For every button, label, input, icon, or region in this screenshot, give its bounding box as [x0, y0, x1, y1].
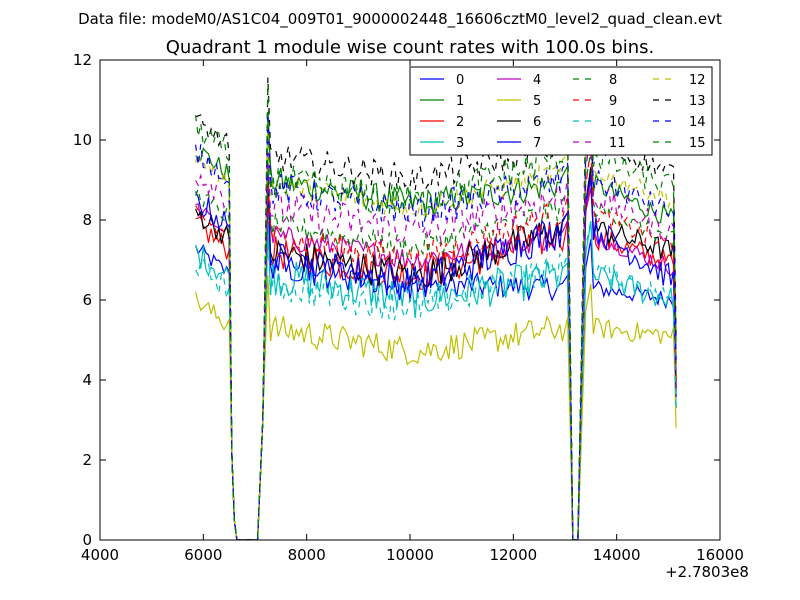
series-lines	[195, 69, 677, 540]
legend-label-13: 13	[689, 94, 706, 109]
legend-label-15: 15	[689, 136, 706, 151]
series-line-9	[195, 147, 677, 540]
x-tick-label: 6000	[184, 546, 222, 564]
series-line-7	[195, 162, 677, 540]
chart-title: Quadrant 1 module wise count rates with …	[166, 37, 655, 58]
legend-label-1: 1	[456, 94, 464, 109]
series-line-6	[195, 167, 677, 540]
x-offset-label: +2.7803e8	[665, 563, 749, 581]
legend-label-3: 3	[456, 136, 464, 151]
legend-label-0: 0	[456, 73, 464, 88]
y-tick-label: 0	[82, 531, 92, 549]
series-line-8	[195, 152, 677, 540]
x-tick-label: 14000	[593, 546, 641, 564]
suptitle: Data file: modeM0/AS1C04_009T01_90000024…	[78, 10, 722, 29]
x-tick-label: 10000	[386, 546, 434, 564]
x-tick-label: 12000	[489, 546, 537, 564]
legend-label-10: 10	[609, 115, 626, 130]
x-tick-label: 16000	[696, 546, 744, 564]
y-tick-label: 6	[82, 291, 92, 309]
y-tick-label: 12	[73, 51, 92, 69]
series-line-14	[195, 112, 677, 540]
series-line-15	[195, 83, 677, 540]
y-tick-label: 8	[82, 211, 92, 229]
series-line-12	[195, 106, 677, 540]
legend-label-2: 2	[456, 115, 464, 130]
legend-label-7: 7	[533, 136, 541, 151]
series-line-5	[195, 275, 677, 540]
axes	[99, 59, 721, 541]
legend-label-6: 6	[533, 115, 541, 130]
legend-label-5: 5	[533, 94, 541, 109]
x-tick-label: 4000	[81, 546, 119, 564]
legend-label-14: 14	[689, 115, 706, 130]
legend-label-12: 12	[689, 73, 706, 88]
x-tick-label: 8000	[288, 546, 326, 564]
series-line-1	[195, 112, 677, 540]
legend-label-11: 11	[609, 136, 626, 151]
y-tick-label: 2	[82, 451, 92, 469]
legend-label-8: 8	[609, 73, 617, 88]
series-line-13	[195, 69, 677, 540]
tick-labels: 4000 6000 8000 10000 12000 14000 1600002468101…	[73, 51, 744, 564]
legend-label-4: 4	[533, 73, 541, 88]
legend-box	[409, 66, 713, 156]
legend-label-9: 9	[609, 94, 617, 109]
y-tick-label: 10	[73, 131, 92, 149]
series-line-4	[195, 178, 677, 540]
y-tick-label: 4	[82, 371, 92, 389]
series-line-10	[195, 221, 677, 540]
series-line-11	[195, 134, 677, 540]
